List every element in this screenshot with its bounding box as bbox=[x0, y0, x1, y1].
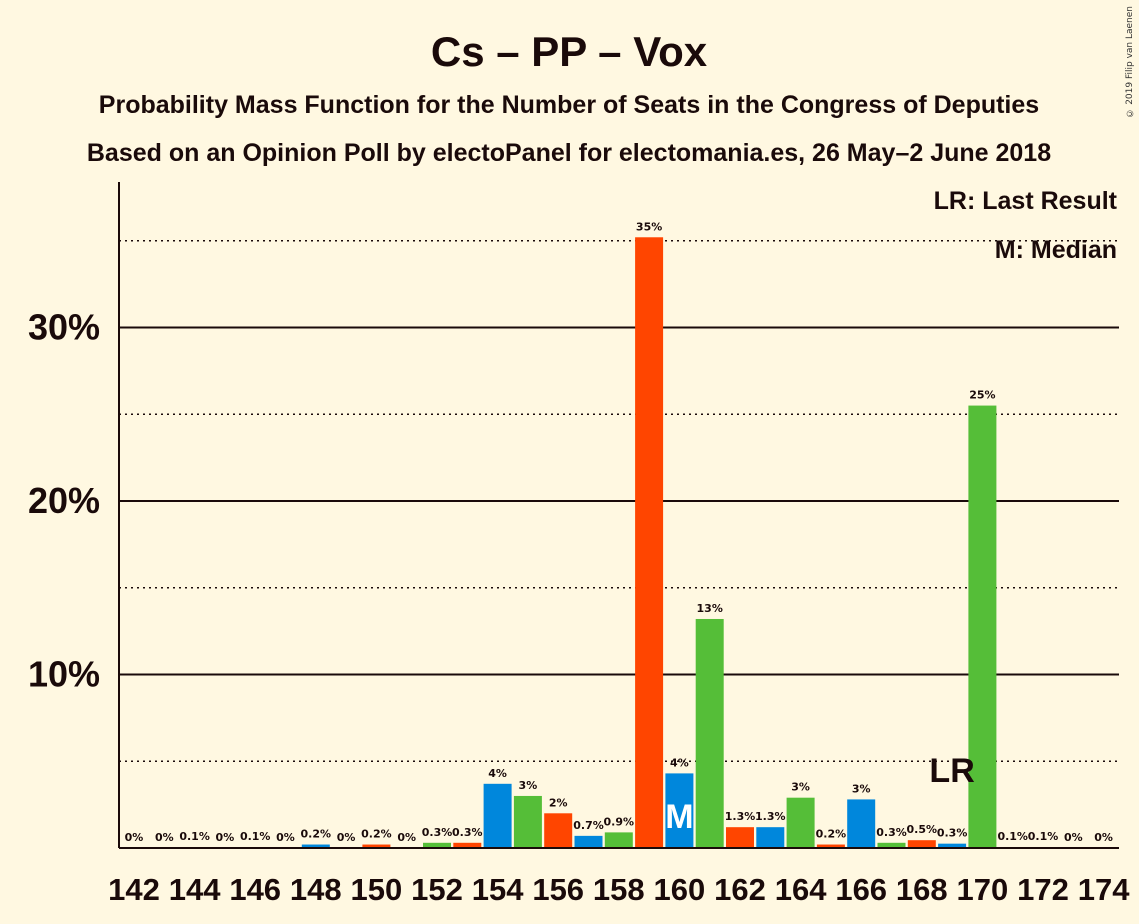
bar-value-label: 0% bbox=[1094, 831, 1113, 844]
x-tick-label: 146 bbox=[229, 872, 281, 907]
bar-value-label: 35% bbox=[636, 220, 662, 233]
legend-median: M: Median bbox=[995, 236, 1117, 264]
bar-seat-168 bbox=[907, 840, 936, 848]
bar-seat-157 bbox=[574, 835, 603, 848]
x-tick-label: 142 bbox=[108, 872, 160, 907]
bar-seat-148 bbox=[301, 844, 330, 848]
x-tick-label: 170 bbox=[957, 872, 1009, 907]
bar-value-label: 0.7% bbox=[573, 819, 604, 832]
bar-seat-169 bbox=[938, 843, 967, 848]
median-marker: M bbox=[665, 798, 693, 836]
bar-value-label: 3% bbox=[852, 782, 871, 795]
bar-seat-165 bbox=[816, 844, 845, 848]
x-tick-label: 174 bbox=[1078, 872, 1130, 907]
x-tick-label: 164 bbox=[775, 872, 827, 907]
y-tick-label: 30% bbox=[28, 307, 100, 348]
x-tick-label: 172 bbox=[1017, 872, 1069, 907]
y-tick-label: 10% bbox=[28, 654, 100, 695]
x-tick-label: 154 bbox=[472, 872, 524, 907]
bar-value-label: 0.1% bbox=[240, 830, 271, 843]
bar-value-label: 0.3% bbox=[452, 826, 483, 839]
x-tick-label: 168 bbox=[896, 872, 948, 907]
bar-seat-154 bbox=[483, 783, 512, 848]
bar-seat-164 bbox=[786, 797, 815, 848]
x-tick-label: 158 bbox=[593, 872, 645, 907]
chart-title: Cs – PP – Vox bbox=[431, 28, 708, 75]
bar-seat-167 bbox=[877, 842, 906, 848]
copyright-notice: © 2019 Filip van Laenen bbox=[1125, 6, 1135, 118]
bar-seat-156 bbox=[544, 813, 573, 848]
axes: 10%20%30%142 144 146 148 150 152 154 156 158 160 1… bbox=[28, 182, 1130, 907]
bar-value-label: 0% bbox=[276, 831, 295, 844]
legend-last-result: LR: Last Result bbox=[934, 187, 1118, 215]
bar-value-label: 0.3% bbox=[876, 826, 907, 839]
y-tick-label: 20% bbox=[28, 480, 100, 521]
chart-subtitle-1: Probability Mass Function for the Number… bbox=[99, 91, 1039, 119]
bar-seat-150 bbox=[362, 844, 391, 848]
x-tick-label: 166 bbox=[835, 872, 887, 907]
bar-value-label: 0% bbox=[125, 831, 144, 844]
bar-value-label: 2% bbox=[549, 796, 568, 809]
bar-value-label: 0.1% bbox=[179, 830, 210, 843]
bar-seat-160 bbox=[665, 773, 694, 848]
chart-subtitle-2: Based on an Opinion Poll by electoPanel … bbox=[87, 139, 1051, 167]
bar-value-label: 0% bbox=[1064, 831, 1083, 844]
bar-seat-159 bbox=[635, 237, 664, 848]
bar-seat-166 bbox=[847, 799, 876, 848]
bar-value-label: 0.3% bbox=[937, 827, 968, 840]
bar-labels: 0% 0% 0.1% 0% 0.1% 0% 0.2% 0% 0.2% 0% 0.3% 0.3%4%3%… bbox=[125, 220, 1113, 844]
bar-value-label: 4% bbox=[488, 767, 507, 780]
last-result-marker: LR bbox=[929, 752, 974, 790]
bar-value-label: 3% bbox=[791, 781, 810, 794]
bar-value-label: 13% bbox=[697, 602, 723, 615]
bar-seat-163 bbox=[756, 827, 785, 848]
bar-value-label: 0.1% bbox=[1028, 830, 1059, 843]
bar-value-label: 0.1% bbox=[997, 830, 1028, 843]
x-tick-label: 162 bbox=[714, 872, 766, 907]
bar-value-label: 0.9% bbox=[604, 815, 635, 828]
bar-value-label: 0% bbox=[337, 831, 356, 844]
x-tick-label: 152 bbox=[411, 872, 463, 907]
bar-value-label: 4% bbox=[670, 756, 689, 769]
bar-value-label: 0.2% bbox=[361, 828, 392, 841]
bar-seat-155 bbox=[513, 795, 542, 848]
bar-value-label: 0% bbox=[216, 831, 235, 844]
bar-value-label: 3% bbox=[519, 779, 538, 792]
bar-value-label: 0.5% bbox=[907, 823, 938, 836]
x-tick-label: 156 bbox=[532, 872, 584, 907]
bar-seat-162 bbox=[726, 827, 754, 848]
bar-value-label: 25% bbox=[969, 389, 995, 402]
bar-value-label: 0.3% bbox=[422, 826, 453, 839]
bar-seat-161 bbox=[695, 618, 724, 848]
bar-value-label: 1.3% bbox=[725, 810, 756, 823]
x-tick-label: 150 bbox=[351, 872, 403, 907]
bar-seat-152 bbox=[423, 842, 451, 848]
x-tick-label: 160 bbox=[654, 872, 706, 907]
x-tick-label: 144 bbox=[169, 872, 221, 907]
bar-value-label: 0% bbox=[397, 831, 416, 844]
bar-seat-153 bbox=[453, 842, 482, 848]
gridlines bbox=[119, 240, 1119, 762]
bar-value-label: 0% bbox=[155, 831, 174, 844]
bar-value-label: 1.3% bbox=[755, 810, 786, 823]
bar-value-label: 0.2% bbox=[816, 828, 847, 841]
bar-seat-170 bbox=[968, 405, 997, 848]
bar-value-label: 0.2% bbox=[301, 828, 332, 841]
bar-seat-158 bbox=[604, 832, 633, 848]
x-tick-label: 148 bbox=[290, 872, 342, 907]
bars bbox=[180, 237, 1057, 848]
